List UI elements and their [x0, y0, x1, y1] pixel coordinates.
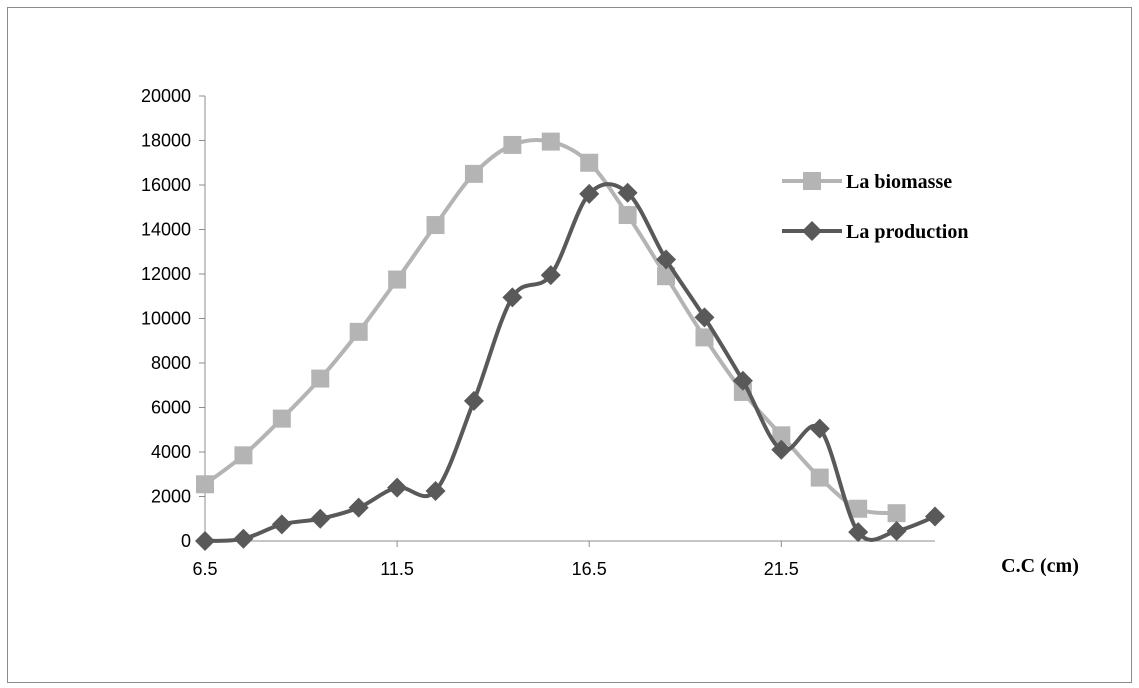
data-point-la-biomasse — [464, 164, 483, 183]
data-point-la-biomasse — [695, 328, 714, 347]
data-point-la-production — [463, 390, 484, 411]
data-point-la-production — [425, 480, 446, 501]
data-point-la-biomasse — [541, 132, 560, 151]
y-tick-label: 12000 — [141, 264, 191, 284]
data-point-la-biomasse — [772, 426, 791, 445]
data-point-la-biomasse — [580, 153, 599, 172]
x-tick-label: 11.5 — [380, 559, 414, 579]
data-point-la-biomasse — [196, 475, 214, 494]
data-point-la-production — [310, 508, 331, 529]
data-point-la-production — [656, 249, 677, 270]
data-point-la-production — [233, 528, 254, 549]
y-tick-label: 20000 — [141, 86, 191, 106]
y-tick-label: 6000 — [151, 398, 191, 418]
data-point-la-production — [771, 439, 792, 460]
data-point-la-production — [732, 370, 753, 391]
data-point-la-production — [348, 497, 369, 518]
y-tick-label: 18000 — [141, 131, 191, 151]
legend: La biomasse La production — [782, 171, 968, 243]
y-tick-label: 4000 — [151, 442, 191, 462]
data-point-la-production — [617, 182, 638, 203]
x-axis-title: C.C (cm) — [1001, 555, 1079, 577]
legend-marker-la-production — [802, 221, 822, 241]
x-tick-label: 6.5 — [192, 559, 217, 579]
data-point-la-biomasse — [388, 270, 407, 289]
y-tick-label: 2000 — [151, 487, 191, 507]
y-tick-label: 10000 — [141, 309, 191, 329]
data-point-la-production — [195, 531, 215, 551]
data-point-la-production — [886, 520, 907, 541]
data-point-la-biomasse — [657, 267, 676, 286]
data-point-la-production — [925, 506, 945, 527]
data-point-la-production — [848, 522, 869, 543]
data-point-la-biomasse — [849, 499, 868, 518]
data-point-la-production — [809, 418, 830, 439]
data-point-la-biomasse — [887, 504, 906, 523]
data-point-la-production — [694, 307, 715, 328]
data-point-la-biomasse — [426, 216, 445, 235]
data-point-la-production — [387, 477, 408, 498]
y-tick-label: 14000 — [141, 220, 191, 240]
data-point-la-production — [540, 265, 561, 286]
x-tick-label: 21.5 — [764, 559, 799, 579]
data-point-la-biomasse — [311, 369, 330, 388]
axes: 0 2000 4000 6000 8000 10000 12000 14000 16000 180… — [141, 86, 935, 579]
chart-frame — [7, 7, 1132, 683]
series-la-production — [195, 182, 945, 551]
series-la-biomasse — [196, 132, 906, 523]
data-point-la-biomasse — [503, 135, 522, 154]
legend-marker-la-biomasse — [803, 172, 821, 190]
legend-label-la-production: La production — [846, 221, 968, 243]
data-point-la-biomasse — [272, 409, 291, 428]
data-point-la-production — [502, 287, 523, 308]
x-tick-label: 16.5 — [572, 559, 607, 579]
y-tick-label: 16000 — [141, 175, 191, 195]
data-point-la-production — [579, 183, 600, 204]
data-point-la-production — [271, 514, 292, 535]
y-tick-label: 8000 — [151, 353, 191, 373]
series-group — [195, 132, 945, 551]
data-point-la-biomasse — [618, 206, 637, 225]
data-point-la-biomasse — [810, 468, 829, 487]
y-tick-label: 0 — [181, 531, 191, 551]
data-point-la-biomasse — [349, 322, 368, 341]
legend-label-la-biomasse: La biomasse — [846, 171, 952, 193]
data-point-la-biomasse — [234, 446, 253, 465]
